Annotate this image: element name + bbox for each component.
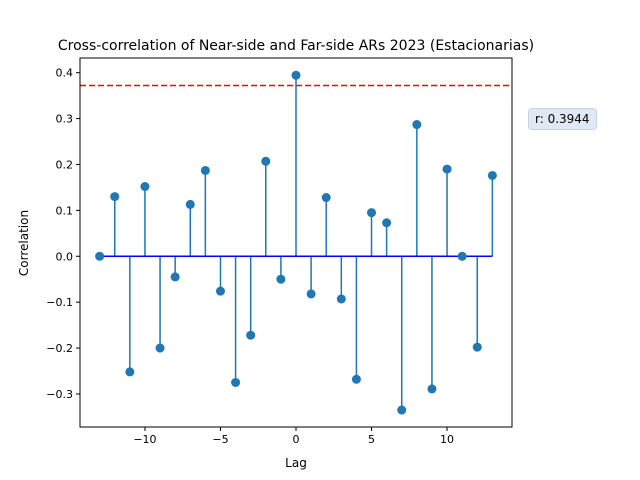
- y-tick-label: −0.1: [46, 296, 73, 309]
- stem-marker: [487, 170, 497, 180]
- y-tick-label: 0.3: [56, 113, 74, 126]
- stem-marker: [321, 193, 331, 203]
- stem-marker: [382, 218, 392, 228]
- stem-marker: [95, 251, 105, 261]
- stem-marker: [231, 377, 241, 387]
- x-tick-label: 5: [368, 433, 375, 446]
- y-tick-label: −0.3: [46, 388, 73, 401]
- x-tick-label: 0: [293, 433, 300, 446]
- stem-marker: [140, 182, 150, 192]
- y-axis: −0.3 −0.2 −0.1 0.0 0.1 0.2 0.3 0.4: [46, 67, 80, 401]
- stem-marker: [412, 120, 422, 130]
- stem-marker: [306, 289, 316, 299]
- y-tick-label: 0.4: [56, 67, 74, 80]
- stem-marker: [246, 330, 256, 340]
- stem-marker: [215, 286, 225, 296]
- chart-title: Cross-correlation of Near-side and Far-s…: [58, 38, 534, 54]
- stem-marker: [336, 294, 346, 304]
- stem-marker: [397, 405, 407, 415]
- y-tick-label: 0.0: [56, 250, 74, 263]
- stem-marker: [367, 208, 377, 218]
- x-axis-label: Lag: [285, 456, 307, 470]
- stem-marker: [442, 164, 452, 174]
- stem-marker: [351, 374, 361, 384]
- y-tick-label: −0.2: [46, 342, 73, 355]
- stem-marker: [110, 192, 120, 202]
- x-tick-label: −5: [212, 433, 228, 446]
- correlation-annotation: r: 0.3944: [528, 108, 597, 130]
- y-axis-label: Correlation: [17, 210, 31, 276]
- stem-marker: [472, 342, 482, 352]
- stem-marker: [427, 384, 437, 394]
- stem-marker: [170, 272, 180, 282]
- y-tick-label: 0.2: [56, 158, 74, 171]
- x-axis: −10 −5 0 5 10: [133, 427, 454, 446]
- stem-marker: [291, 70, 301, 80]
- plot-area: [80, 70, 512, 415]
- stem-marker: [200, 165, 210, 175]
- stem-marker: [125, 367, 135, 377]
- stem-marker: [155, 343, 165, 353]
- y-tick-label: 0.1: [56, 204, 74, 217]
- stem-marker: [457, 251, 467, 261]
- stem-marker: [185, 199, 195, 209]
- stem-marker: [276, 274, 286, 284]
- stem-marker: [261, 156, 271, 166]
- x-tick-label: −10: [133, 433, 156, 446]
- x-tick-label: 10: [440, 433, 454, 446]
